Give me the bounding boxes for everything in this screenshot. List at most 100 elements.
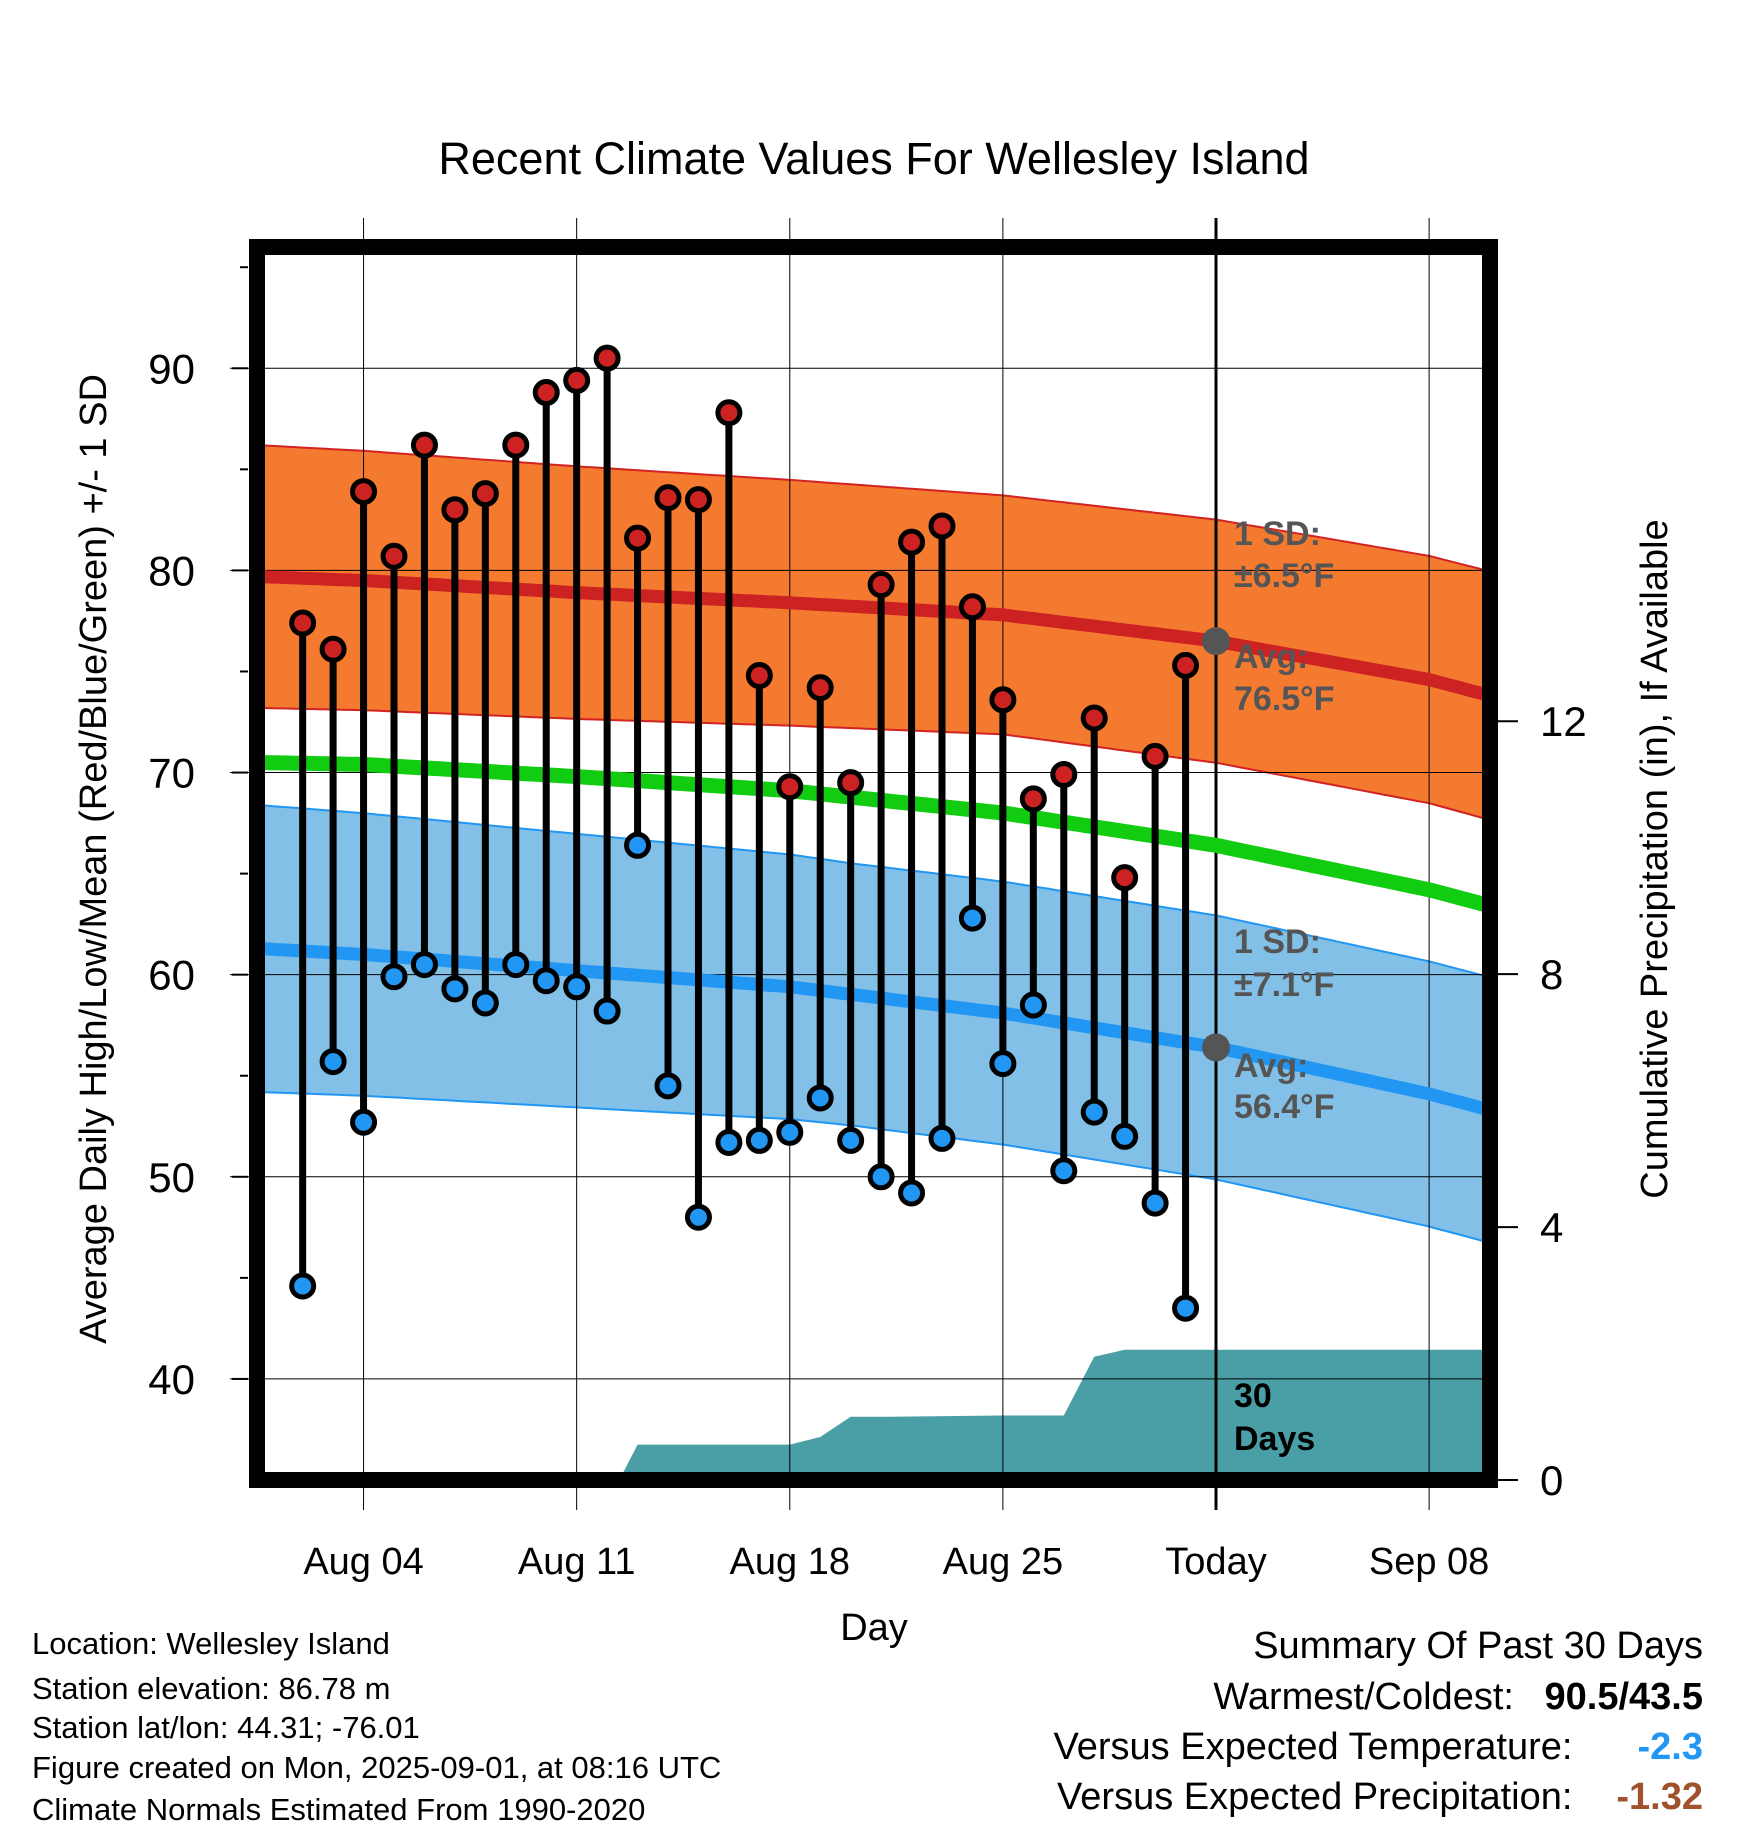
low-point	[1172, 1294, 1200, 1322]
high-avg-value: 76.5°F	[1234, 680, 1335, 718]
low-point	[1111, 1122, 1139, 1150]
low-point	[867, 1163, 895, 1191]
summary-precip-value: -1.32	[1616, 1776, 1703, 1818]
y-axis-label: Average Daily High/Low/Mean (Red/Blue/Gr…	[73, 374, 115, 1344]
low-today-marker	[1202, 1033, 1230, 1062]
days-count-label: 30	[1234, 1377, 1272, 1415]
info-latlon: Station lat/lon: 44.31; -76.01	[32, 1710, 420, 1745]
low-point	[806, 1084, 834, 1112]
low-point	[319, 1048, 347, 1076]
x-tick-label: Aug 25	[943, 1541, 1063, 1583]
y-tick-label: 90	[148, 345, 195, 392]
chart-title: Recent Climate Values For Wellesley Isla…	[438, 133, 1309, 184]
low-point	[958, 904, 986, 932]
low-point	[1141, 1189, 1169, 1217]
low-point	[989, 1050, 1017, 1078]
low-point	[441, 975, 469, 1003]
high-point	[776, 773, 804, 801]
summary-precip: Versus Expected Precipitation: -1.32	[1057, 1777, 1703, 1817]
summary-temp: Versus Expected Temperature: -2.3	[1054, 1727, 1703, 1767]
high-avg-label: Avg:	[1234, 638, 1308, 676]
high-point	[1172, 651, 1200, 679]
low-sd-label: 1 SD:	[1234, 923, 1321, 961]
mean-normal-line	[256, 754, 1492, 914]
low-point	[624, 831, 652, 859]
high-point	[867, 571, 895, 599]
low-point	[410, 951, 438, 979]
low-point	[563, 973, 591, 1001]
high-point	[928, 512, 956, 540]
summary-warmest-label: Warmest/Coldest:	[1213, 1676, 1514, 1718]
high-point	[1111, 864, 1139, 892]
x-axis-label: Day	[840, 1607, 908, 1649]
high-point	[958, 593, 986, 621]
summary-title: Summary Of Past 30 Days	[1253, 1625, 1703, 1667]
low-point	[532, 967, 560, 995]
low-point	[684, 1203, 712, 1231]
x-tick-label: Aug 04	[303, 1541, 423, 1583]
high-point	[410, 431, 438, 459]
low-avg-label: Avg:	[1234, 1047, 1308, 1085]
high-point	[502, 431, 530, 459]
low-point	[502, 951, 530, 979]
high-point	[1050, 761, 1078, 789]
high-point	[684, 486, 712, 514]
y2-tick-label: 4	[1540, 1204, 1563, 1251]
y-tick-label: 80	[148, 547, 195, 594]
low-point	[1080, 1098, 1108, 1126]
high-point	[806, 674, 834, 702]
high-point	[837, 769, 865, 797]
low-point	[289, 1272, 317, 1300]
summary-precip-label: Versus Expected Precipitation:	[1057, 1776, 1573, 1818]
precip-area	[257, 1349, 1490, 1480]
x-tick-label: Sep 08	[1369, 1541, 1489, 1583]
high-sd-label: 1 SD:	[1234, 515, 1321, 553]
high-point	[441, 496, 469, 524]
low-point	[1019, 991, 1047, 1019]
low-point	[898, 1179, 926, 1207]
low-point	[837, 1126, 865, 1154]
low-point	[745, 1126, 773, 1154]
high-point	[654, 484, 682, 512]
high-point	[715, 399, 743, 427]
y-tick-label: 50	[148, 1154, 195, 1201]
high-point	[1080, 704, 1108, 732]
x-tick-label: Aug 11	[518, 1541, 636, 1583]
info-elevation: Station elevation: 86.78 m	[32, 1671, 391, 1706]
summary-temp-value: -2.3	[1637, 1726, 1703, 1768]
high-point	[745, 662, 773, 690]
y2-axis-label: Cumulative Precipitation (in), If Availa…	[1634, 519, 1676, 1198]
high-point	[471, 480, 499, 508]
y2-tick-label: 0	[1540, 1457, 1563, 1504]
y-tick-label: 60	[148, 952, 195, 999]
low-point	[776, 1118, 804, 1146]
high-point	[319, 635, 347, 663]
high-point	[532, 379, 560, 407]
high-point	[1019, 785, 1047, 813]
low-sd-value: ±7.1°F	[1234, 966, 1334, 1004]
low-point	[654, 1072, 682, 1100]
summary-warmest-value: 90.5/43.5	[1544, 1676, 1703, 1718]
low-point	[928, 1124, 956, 1152]
days-word-label: Days	[1234, 1420, 1315, 1458]
high-point	[989, 686, 1017, 714]
info-normals: Climate Normals Estimated From 1990-2020	[32, 1792, 646, 1827]
high-point	[1141, 742, 1169, 770]
low-point	[715, 1128, 743, 1156]
low-point	[471, 989, 499, 1017]
high-point	[289, 609, 317, 637]
high-sd-value: ±6.5°F	[1234, 557, 1334, 595]
high-point	[898, 528, 926, 556]
y-tick-label: 40	[148, 1356, 195, 1403]
x-tick-label: Aug 18	[730, 1541, 850, 1583]
low-point	[380, 963, 408, 991]
y-tick-label: 70	[148, 750, 195, 797]
high-point	[593, 344, 621, 372]
x-tick-label: Today	[1165, 1541, 1266, 1583]
info-created: Figure created on Mon, 2025-09-01, at 08…	[32, 1750, 722, 1785]
low-avg-value: 56.4°F	[1234, 1088, 1335, 1126]
high-normal-line	[256, 570, 1492, 702]
high-today-marker	[1202, 627, 1230, 656]
low-point	[593, 997, 621, 1025]
